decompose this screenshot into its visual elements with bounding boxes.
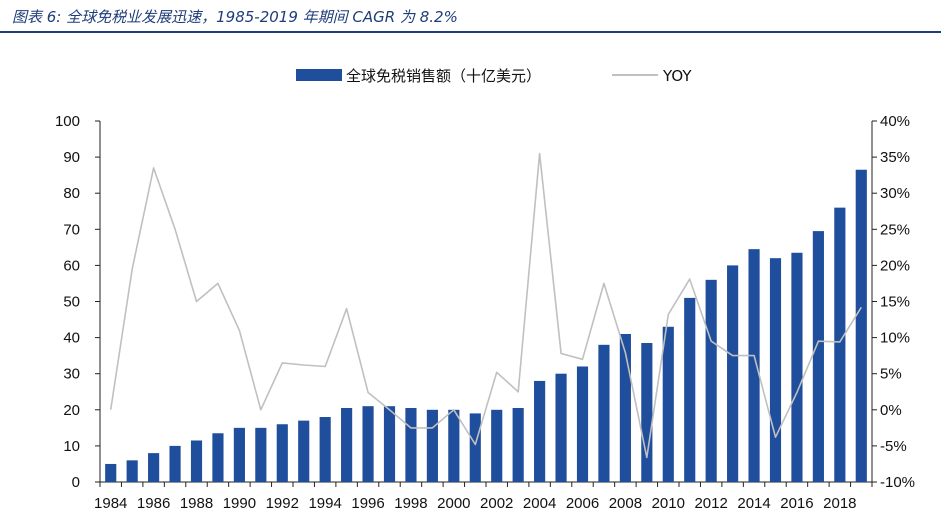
x-tick-label: 2006 xyxy=(566,495,599,512)
left-tick-label: 20 xyxy=(63,402,80,419)
right-tick-label: 5% xyxy=(880,366,902,383)
sales-bar xyxy=(512,407,524,482)
right-tick-label: 30% xyxy=(880,185,910,202)
sales-bar xyxy=(405,407,417,482)
sales-bar xyxy=(576,366,589,482)
left-tick-label: 60 xyxy=(63,257,80,274)
sales-bar xyxy=(812,231,824,482)
sales-bar xyxy=(491,409,503,482)
x-tick-label: 2004 xyxy=(523,495,556,512)
sales-bar xyxy=(448,409,460,482)
right-tick-label: -5% xyxy=(880,438,907,455)
left-tick-label: 40 xyxy=(63,330,80,347)
sales-bar xyxy=(276,424,288,482)
legend-swatch-sales xyxy=(296,69,342,81)
sales-bar xyxy=(598,344,610,482)
left-tick-label: 30 xyxy=(63,366,80,383)
sales-bar xyxy=(662,326,674,482)
sales-bars xyxy=(105,169,867,483)
sales-bar xyxy=(705,279,717,482)
x-tick-label: 1990 xyxy=(223,495,256,512)
sales-bar xyxy=(426,409,438,482)
x-tick-label: 2016 xyxy=(780,495,813,512)
sales-bar xyxy=(319,417,331,482)
x-tick-label: 2012 xyxy=(694,495,727,512)
figure-caption: 图表 6: 全球免税业发展迅速，1985-2019 年期间 CAGR 为 8.2… xyxy=(12,8,458,26)
right-tick-label: 0% xyxy=(880,402,902,419)
sales-bar xyxy=(212,433,224,482)
x-tick-label: 2010 xyxy=(652,495,685,512)
sales-bar xyxy=(834,207,846,482)
chart-axes xyxy=(95,120,877,487)
caption-rule xyxy=(0,31,941,33)
sales-bar xyxy=(619,333,631,482)
left-tick-label: 50 xyxy=(63,294,80,311)
sales-bar xyxy=(148,453,160,482)
right-tick-label: 35% xyxy=(880,149,910,166)
left-tick-label: 0 xyxy=(72,474,80,491)
left-tick-label: 100 xyxy=(55,113,80,130)
sales-bar xyxy=(126,460,138,482)
right-tick-label: -10% xyxy=(880,474,915,491)
sales-bar xyxy=(362,406,374,482)
sales-bar xyxy=(684,297,696,482)
sales-bar xyxy=(534,380,546,482)
sales-bar xyxy=(169,445,181,482)
right-tick-label: 10% xyxy=(880,330,910,347)
tick-labels: 0 10 20 30 40 50 60 70 80 90 100 -10% -5% 0% 5% 10% 15% 2… xyxy=(55,113,915,512)
sales-bar xyxy=(469,413,481,482)
right-tick-label: 40% xyxy=(880,113,910,130)
right-tick-label: 15% xyxy=(880,294,910,311)
left-tick-label: 90 xyxy=(63,149,80,166)
sales-bar xyxy=(727,265,739,482)
sales-bar xyxy=(298,420,310,482)
yoy-line xyxy=(109,152,862,459)
sales-bar xyxy=(190,440,203,482)
sales-bar xyxy=(748,249,760,482)
x-tick-label: 1992 xyxy=(266,495,299,512)
chart-legend: 全球免税销售额（十亿美元） YOY xyxy=(296,67,692,85)
x-tick-label: 2002 xyxy=(480,495,513,512)
sales-bar xyxy=(769,258,782,482)
x-tick-label: 1988 xyxy=(180,495,213,512)
x-tick-label: 2000 xyxy=(437,495,470,512)
x-tick-label: 2018 xyxy=(823,495,856,512)
left-tick-label: 10 xyxy=(63,438,80,455)
left-tick-label: 70 xyxy=(63,221,80,238)
sales-bar xyxy=(233,427,245,482)
sales-bar xyxy=(341,407,353,482)
sales-bar xyxy=(105,463,117,482)
legend-label-sales: 全球免税销售额（十亿美元） xyxy=(346,67,541,85)
legend-label-yoy: YOY xyxy=(662,67,692,85)
x-tick-label: 2014 xyxy=(737,495,770,512)
sales-bar xyxy=(855,169,867,483)
sales-bar xyxy=(641,343,653,482)
sales-bar xyxy=(255,427,267,482)
right-tick-label: 20% xyxy=(880,257,910,274)
x-tick-label: 1996 xyxy=(351,495,384,512)
sales-bar xyxy=(383,406,396,482)
left-tick-label: 80 xyxy=(63,185,80,202)
x-tick-label: 1984 xyxy=(94,495,127,512)
x-tick-label: 1994 xyxy=(308,495,341,512)
yoy-series-line xyxy=(109,152,862,459)
x-tick-label: 2008 xyxy=(609,495,642,512)
right-tick-label: 25% xyxy=(880,221,910,238)
x-tick-label: 1986 xyxy=(137,495,170,512)
sales-bar xyxy=(555,373,567,482)
x-tick-label: 1998 xyxy=(394,495,427,512)
sales-bar xyxy=(791,252,803,482)
